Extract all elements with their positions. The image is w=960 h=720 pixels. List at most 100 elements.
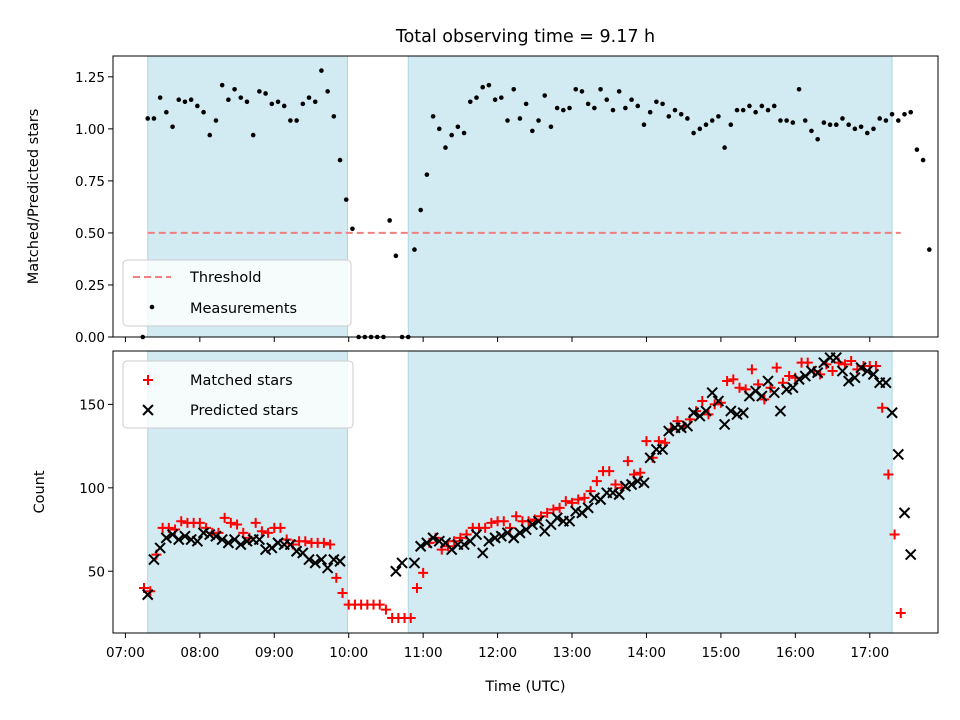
measurement-point: [771, 103, 777, 109]
matched-stars-point: [250, 517, 261, 528]
matched-stars-point: [573, 494, 584, 505]
measurement-point: [585, 101, 591, 107]
measurement-point: [815, 136, 820, 142]
matched-stars-point: [405, 612, 416, 623]
x-tick-label: 15:00: [701, 645, 740, 661]
measurement-point: [387, 218, 392, 223]
predicted-stars-point: [663, 425, 675, 437]
predicted-stars-point: [787, 382, 799, 394]
measurement-point: [343, 197, 349, 202]
predicted-stars-point: [830, 351, 842, 364]
predicted-stars-point: [210, 530, 222, 542]
predicted-stars-point: [656, 443, 669, 456]
measurement-point: [350, 226, 355, 232]
matched-stars-point: [511, 511, 522, 522]
measurement-point: [505, 118, 510, 123]
matched-stars-point: [337, 587, 348, 598]
matched-stars-point: [560, 496, 571, 507]
predicted-stars-point: [427, 532, 439, 544]
measurement-point: [573, 87, 579, 92]
matched-stars-point: [418, 567, 429, 578]
measurement-point: [561, 107, 566, 113]
predicted-stars-point: [526, 518, 539, 531]
predicted-stars-point: [681, 420, 694, 432]
measurement-point: [412, 247, 417, 252]
matched-stars-point: [579, 492, 590, 503]
measurement-point: [827, 122, 833, 127]
series-measurements: [140, 68, 932, 340]
x-tick-label: 07:00: [106, 645, 145, 661]
measurement-point: [840, 116, 845, 121]
y-tick-label: 100: [79, 481, 105, 497]
measurement-point: [927, 247, 932, 252]
measurement-point: [790, 120, 796, 125]
x-tick-label: 14:00: [627, 645, 666, 661]
matched-stars-point: [256, 526, 267, 537]
measurement-point: [430, 114, 436, 119]
matched-stars-point: [498, 516, 509, 527]
measurement-point: [170, 124, 175, 130]
measurement-point: [654, 99, 659, 105]
measurement-point: [393, 253, 399, 259]
measurement-point: [691, 130, 696, 136]
measurement-point: [548, 124, 554, 130]
predicted-stars-point: [470, 528, 483, 541]
matched-stars-point: [734, 382, 745, 393]
measurement-point: [480, 84, 485, 90]
predicted-stars-point: [904, 548, 917, 561]
measurement-point: [219, 82, 225, 88]
matched-stars-point: [610, 479, 621, 490]
matched-stars-point: [232, 519, 243, 530]
measurement-point: [523, 101, 529, 107]
predicted-stars-point: [861, 365, 873, 377]
legend-matched-label: Matched stars: [190, 373, 293, 389]
matched-stars-point: [722, 376, 733, 387]
predicted-stars-point: [303, 553, 315, 566]
predicted-stars-point: [706, 387, 718, 399]
predicted-stars-point: [842, 375, 855, 387]
measurement-point: [257, 89, 262, 94]
y-tick-label: 1.00: [75, 122, 105, 138]
predicted-stars-point: [613, 488, 625, 501]
x-tick-label: 16:00: [776, 645, 815, 661]
matched-stars-point: [374, 599, 385, 610]
measurement-point: [232, 87, 237, 92]
measurement-point: [678, 111, 684, 117]
measurement-point: [542, 93, 548, 98]
predicted-stars-point: [712, 395, 725, 407]
x-tick-label: 17:00: [850, 645, 889, 661]
predicted-stars-point: [532, 515, 545, 527]
predicted-stars-point: [718, 418, 731, 431]
matched-stars-point: [622, 456, 633, 467]
predicted-stars-point: [644, 452, 656, 464]
y-tick-label: 0.00: [75, 330, 105, 346]
measurement-point: [182, 99, 188, 105]
measurement-point: [641, 122, 647, 127]
matched-stars-point: [480, 522, 491, 533]
measurement-point: [294, 118, 299, 123]
matched-stars-point: [827, 366, 838, 377]
measurement-point: [809, 128, 814, 134]
measurement-point: [871, 126, 876, 132]
plot-frame: [112, 350, 939, 634]
matched-stars-point: [883, 469, 894, 480]
measurement-point: [250, 132, 256, 138]
predicted-stars-point: [154, 542, 166, 554]
predicted-stars-point: [148, 553, 160, 566]
measurement-point: [195, 103, 200, 109]
y-tick-label: 0.25: [75, 278, 105, 294]
measurement-point: [759, 103, 765, 109]
predicted-stars-point: [551, 512, 563, 524]
observing-span-1: [408, 351, 893, 633]
measurement-point: [288, 118, 293, 123]
measurement-point: [319, 68, 324, 73]
matched-stars-point: [771, 362, 782, 373]
observing-span-1: [408, 56, 893, 337]
measurement-point: [629, 97, 634, 103]
series-matched-stars: [139, 356, 906, 623]
measurement-point: [896, 118, 901, 123]
measurement-point: [598, 87, 603, 92]
predicted-stars-point: [849, 371, 861, 384]
x-tick-label: 10:00: [329, 645, 368, 661]
